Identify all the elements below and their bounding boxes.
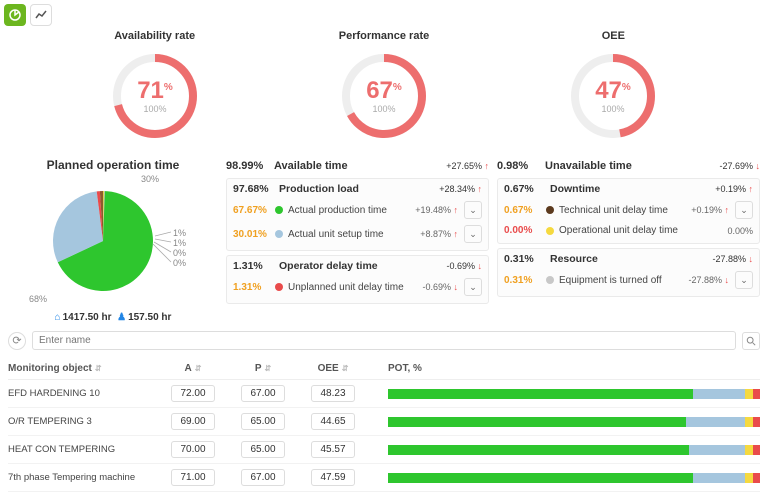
metric-row: 0.67% Technical unit delay time +0.19% ↑… <box>504 198 753 222</box>
reload-button[interactable]: ⟳ <box>8 332 26 350</box>
expand-chevron[interactable]: ⌄ <box>464 225 482 243</box>
gauge-performance-rate: Performance rate 67% 100% <box>334 30 434 146</box>
svg-text:47%: 47% <box>596 77 632 104</box>
expand-chevron[interactable]: ⌄ <box>464 201 482 219</box>
metric-row: 30.01% Actual unit setup time +8.87% ↑ ⌄ <box>233 222 482 246</box>
cell-p: 65.00 <box>241 413 284 430</box>
svg-text:71%: 71% <box>137 77 173 104</box>
gauges-row: Availability rate 71% 100% Performance r… <box>0 30 768 154</box>
pie-title: Planned operation time <box>8 158 218 172</box>
gauge-oee: OEE 47% 100% <box>563 30 663 146</box>
unavailable-time-column: 0.98%Unavailable time -27.69% ↓ 0.67%Dow… <box>497 158 760 323</box>
cell-p: 67.00 <box>241 469 284 486</box>
metric-card: 97.68%Production load +28.34% ↑ 67.67% A… <box>226 178 489 251</box>
metric-row: 1.31% Unplanned unit delay time -0.69% ↓… <box>233 275 482 299</box>
pot-bar <box>388 389 760 399</box>
svg-text:67%: 67% <box>366 77 402 104</box>
th-monitoring-object[interactable]: Monitoring object⇵ <box>8 363 158 374</box>
sort-icon: ⇵ <box>95 364 102 373</box>
worker-icon: ♟ <box>117 312 126 323</box>
cell-name: HEAT CON TEMPERING <box>8 444 158 455</box>
pie-view-button[interactable] <box>4 4 26 26</box>
table-row[interactable]: EFD HARDENING 10 72.00 67.00 48.23 <box>8 380 760 408</box>
pie-footer: ⌂1417.50 hr ♟157.50 hr <box>8 312 218 323</box>
metric-card: 0.67%Downtime +0.19% ↑ 0.67% Technical u… <box>497 178 760 244</box>
pie-panel: Planned operation time 68%30%1%1%0%0% ⌂1… <box>8 158 218 323</box>
cell-a: 71.00 <box>171 469 214 486</box>
table-row[interactable]: O/R TEMPERING 3 69.00 65.00 44.65 <box>8 408 760 436</box>
cell-name: O/R TEMPERING 3 <box>8 416 158 427</box>
metric-card: 1.31%Operator delay time -0.69% ↓ 1.31% … <box>226 255 489 304</box>
section-head: 0.98%Unavailable time -27.69% ↓ <box>497 158 760 174</box>
monitoring-table: Monitoring object⇵ A⇵ P⇵ OEE⇵ POT, % EFD… <box>0 354 768 496</box>
search-input[interactable] <box>32 331 736 350</box>
svg-text:100%: 100% <box>602 104 625 114</box>
sort-icon: ⇵ <box>342 364 349 373</box>
svg-text:100%: 100% <box>372 104 395 114</box>
expand-chevron[interactable]: ⌄ <box>464 278 482 296</box>
expand-chevron[interactable]: ⌄ <box>735 271 753 289</box>
cell-oee: 44.65 <box>311 413 354 430</box>
pot-bar <box>388 445 760 455</box>
th-oee[interactable]: OEE⇵ <box>298 363 368 374</box>
th-pot[interactable]: POT, % <box>368 363 760 374</box>
cell-p: 67.00 <box>241 385 284 402</box>
metric-card: 0.31%Resource -27.88% ↓ 0.31% Equipment … <box>497 248 760 297</box>
pot-bar <box>388 417 760 427</box>
table-row[interactable]: 7th phase Tempering machine 71.00 67.00 … <box>8 464 760 492</box>
cell-a: 69.00 <box>171 413 214 430</box>
cell-oee: 48.23 <box>311 385 354 402</box>
expand-chevron[interactable]: ⌄ <box>735 201 753 219</box>
metric-row: 67.67% Actual production time +19.48% ↑ … <box>233 198 482 222</box>
home-icon: ⌂ <box>55 312 61 323</box>
svg-text:100%: 100% <box>143 104 166 114</box>
metric-row: 0.00% Operational unit delay time 0.00% <box>504 222 753 239</box>
cell-oee: 45.57 <box>311 441 354 458</box>
section-head: 98.99%Available time +27.65% ↑ <box>226 158 489 174</box>
cell-p: 65.00 <box>241 441 284 458</box>
metric-row: 0.31% Equipment is turned off -27.88% ↓ … <box>504 268 753 292</box>
th-p[interactable]: P⇵ <box>228 363 298 374</box>
view-toggle <box>0 0 768 30</box>
pot-bar <box>388 473 760 483</box>
gauge-availability-rate: Availability rate 71% 100% <box>105 30 205 146</box>
search-icon[interactable] <box>742 332 760 350</box>
cell-name: EFD HARDENING 10 <box>8 388 158 399</box>
cell-oee: 47.59 <box>311 469 354 486</box>
chart-view-button[interactable] <box>30 4 52 26</box>
th-a[interactable]: A⇵ <box>158 363 228 374</box>
table-row[interactable]: HEAT CON TEMPERING 70.00 65.00 45.57 <box>8 436 760 464</box>
cell-a: 72.00 <box>171 385 214 402</box>
cell-a: 70.00 <box>171 441 214 458</box>
available-time-column: 98.99%Available time +27.65% ↑ 97.68%Pro… <box>226 158 489 323</box>
sort-icon: ⇵ <box>195 364 202 373</box>
sort-icon: ⇵ <box>264 364 271 373</box>
cell-name: 7th phase Tempering machine <box>8 472 158 483</box>
